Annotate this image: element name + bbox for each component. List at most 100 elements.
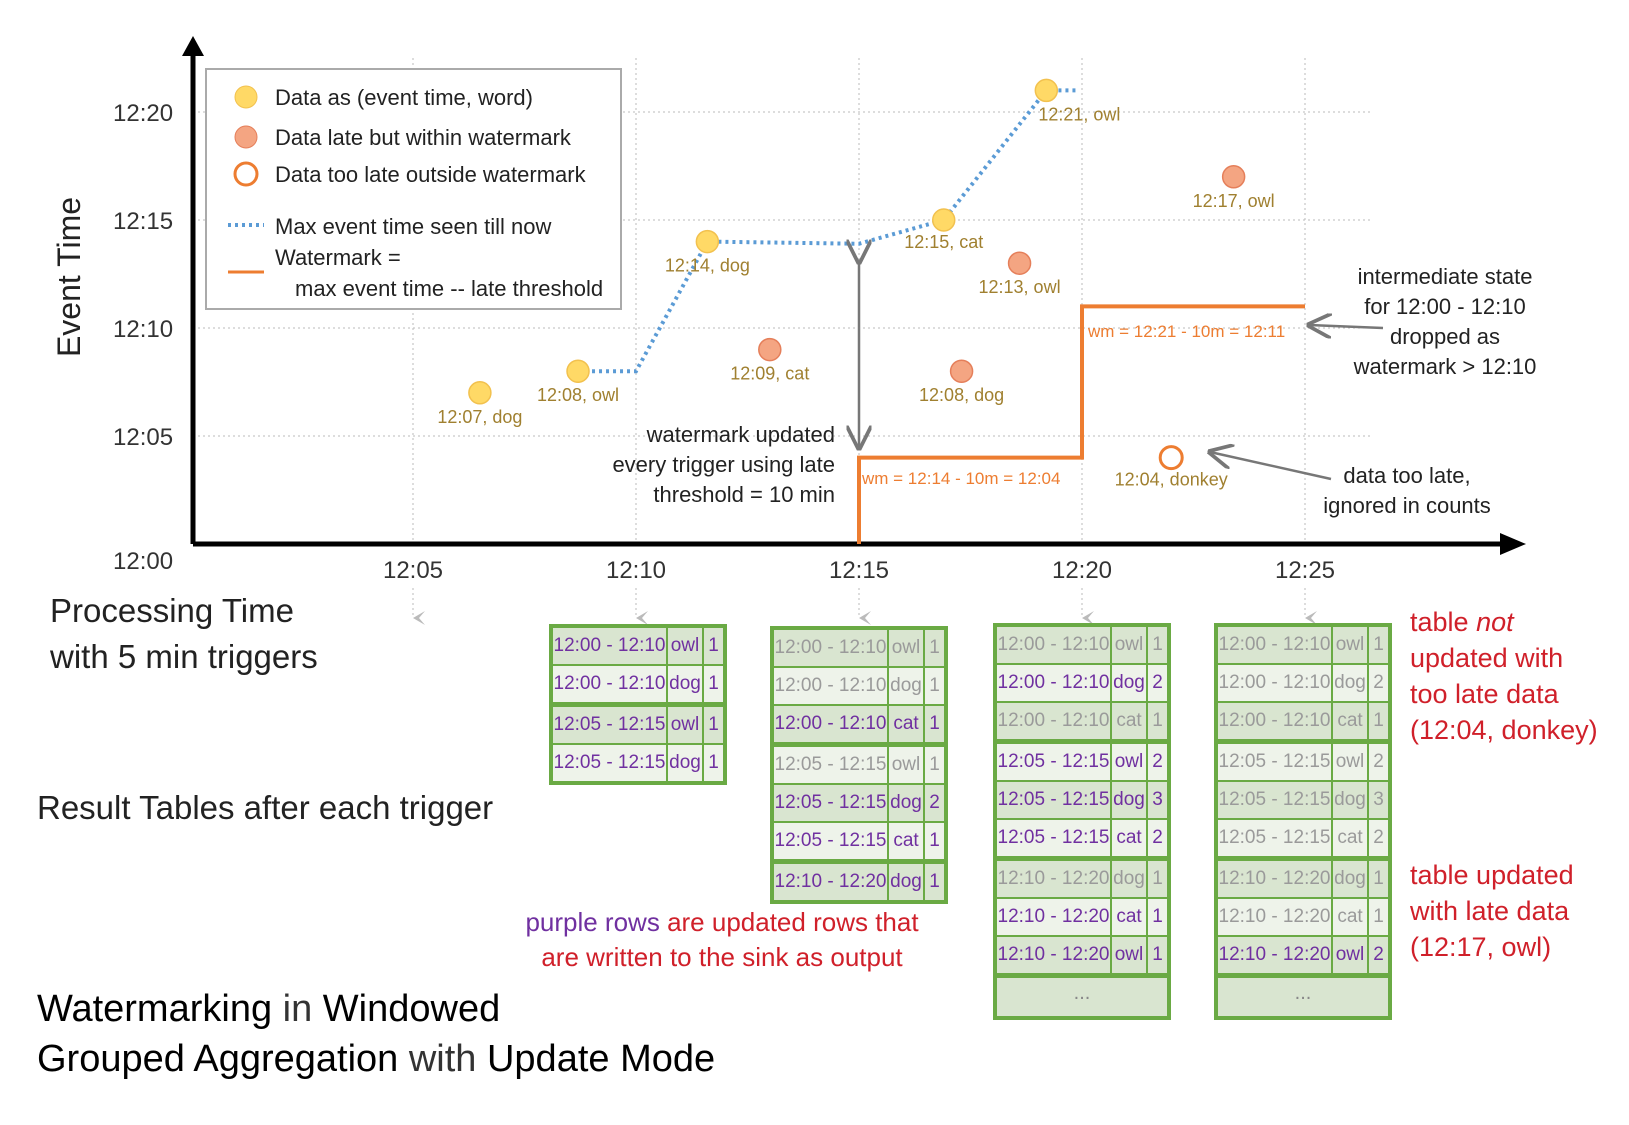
data-point-on_time <box>695 229 720 254</box>
cell-count: 1 <box>704 707 723 743</box>
cell-word: owl <box>889 630 923 666</box>
data-point-late <box>758 337 782 362</box>
unchanged-table-row: 12:10 - 12:20 dog 1 <box>997 861 1167 897</box>
unchanged-table-row: 12:00 - 12:10 dog 2 <box>1218 665 1388 701</box>
y-axis-label: Event Time <box>51 197 87 357</box>
cell-count: 1 <box>925 630 944 666</box>
cell-window: 12:10 - 12:20 <box>997 899 1110 935</box>
updated-table-row: 12:10 - 12:20 dog 1 <box>774 864 944 900</box>
max-event-time-line <box>578 88 1078 374</box>
cell-word: owl <box>1333 627 1367 663</box>
x-tick-label: 12:05 <box>383 557 443 584</box>
annotation-intermediate-state: for 12:00 - 12:10 <box>1364 294 1525 319</box>
annotation-intermediate-state: intermediate state <box>1358 264 1533 289</box>
unchanged-table-row: 12:05 - 12:15 cat 2 <box>1218 820 1388 856</box>
cell-word: cat <box>1333 820 1367 856</box>
cell-count: 2 <box>1369 937 1388 973</box>
cell-count: 3 <box>1369 782 1388 818</box>
note-line-3: too late data <box>1410 679 1559 709</box>
title-watermarking: Watermarking <box>37 988 273 1030</box>
data-point-label: 12:04, donkey <box>1115 470 1228 490</box>
data-point-late <box>1221 165 1246 189</box>
cell-count: 1 <box>1369 861 1388 897</box>
cell-count: 2 <box>1369 820 1388 856</box>
updated-line-1: table updated <box>1410 860 1574 890</box>
cell-window: 12:10 - 12:20 <box>1218 899 1331 935</box>
processing-time-line-2: with 5 min triggers <box>50 638 318 675</box>
cell-word: dog <box>889 785 923 821</box>
processing-time-line-1: Processing Time <box>50 592 294 629</box>
cell-window: 12:05 - 12:15 <box>1218 820 1331 856</box>
unchanged-table-row: 12:05 - 12:15 dog 3 <box>1218 782 1388 818</box>
cell-window: 12:10 - 12:20 <box>997 861 1110 897</box>
note-text-2: are written to the sink as output <box>541 942 903 972</box>
data-point-late <box>1007 251 1032 275</box>
watermark-label-2: wm = 12:21 - 10m = 12:11 <box>1087 322 1285 341</box>
cell-window: 12:05 - 12:15 <box>997 744 1110 780</box>
cell-window: 12:05 - 12:15 <box>774 747 887 783</box>
title-update-mode: Update Mode <box>486 1038 716 1080</box>
cell-window: 12:05 - 12:15 <box>553 745 666 781</box>
unchanged-table-row: 12:00 - 12:10 owl 1 <box>1218 627 1388 663</box>
intermediate-state-arrow <box>1309 325 1384 328</box>
result-table-1225: 12:00 - 12:10 owl 1 12:00 - 12:10 dog 2 12:00 … <box>1214 623 1392 1020</box>
cell-word: owl <box>1112 744 1146 780</box>
unchanged-table-row: 12:00 - 12:10 dog 1 <box>774 668 944 704</box>
updated-table-row: 12:00 - 12:10 owl 1 <box>553 628 723 664</box>
annotation-watermark-updated: every trigger using late <box>612 452 835 477</box>
title-windowed: Windowed <box>322 988 501 1030</box>
unchanged-table-row: 12:10 - 12:20 dog 1 <box>1218 861 1388 897</box>
cell-window: 12:00 - 12:10 <box>1218 703 1331 739</box>
cell-window: 12:00 - 12:10 <box>1218 665 1331 701</box>
purple-rows-text: purple rows <box>525 907 660 937</box>
unchanged-table-row: 12:00 - 12:10 owl 1 <box>774 630 944 666</box>
cell-word: owl <box>668 628 702 664</box>
cell-word: cat <box>1333 899 1367 935</box>
unchanged-table-row: 12:10 - 12:20 cat 1 <box>1218 899 1388 935</box>
cell-word: owl <box>1333 937 1367 973</box>
unchanged-table-row: 12:00 - 12:10 owl 1 <box>997 627 1167 663</box>
cell-word: owl <box>668 707 702 743</box>
cell-window: 12:00 - 12:10 <box>997 665 1110 701</box>
updated-table-row: 12:10 - 12:20 cat 1 <box>997 899 1167 935</box>
cell-window: 12:05 - 12:15 <box>553 707 666 743</box>
data-point-label: 12:08, dog <box>919 385 1004 405</box>
cell-word: dog <box>1333 782 1367 818</box>
unchanged-table-row: 12:05 - 12:15 owl 1 <box>774 747 944 783</box>
legend-on-time-icon <box>234 85 258 109</box>
cell-word: dog <box>1112 861 1146 897</box>
data-point-label: 12:14, dog <box>665 256 750 276</box>
too-late-arrow <box>1210 452 1332 481</box>
legend-label: max event time -- late threshold <box>295 276 603 301</box>
updated-table-row: 12:00 - 12:10 cat 1 <box>774 706 944 742</box>
cell-count: 1 <box>1148 627 1167 663</box>
processing-time-label: Processing Time with 5 min triggers <box>50 588 318 680</box>
cell-count: 1 <box>925 747 944 783</box>
legend-late-icon <box>234 125 258 149</box>
cell-word: cat <box>1112 820 1146 856</box>
cell-window: 12:10 - 12:20 <box>997 937 1110 973</box>
y-tick-label: 12:10 <box>113 316 173 343</box>
updated-table-row: 12:05 - 12:15 cat 2 <box>997 820 1167 856</box>
updated-table-row: 12:05 - 12:15 cat 1 <box>774 823 944 859</box>
cell-word: cat <box>889 823 923 859</box>
not-updated-note: table not updated with too late data (12… <box>1410 604 1598 748</box>
y-tick-label: 12:20 <box>113 100 173 127</box>
cell-window: 12:00 - 12:10 <box>997 703 1110 739</box>
cell-count: 2 <box>1369 665 1388 701</box>
legend-label: Max event time seen till now <box>275 214 551 239</box>
cell-count: 2 <box>925 785 944 821</box>
cell-window: 12:10 - 12:20 <box>1218 937 1331 973</box>
data-point-label: 12:21, owl <box>1038 104 1120 124</box>
result-table-1215: 12:00 - 12:10 owl 1 12:00 - 12:10 dog 1 12:00 … <box>770 626 948 904</box>
cell-word: dog <box>1333 861 1367 897</box>
cell-count: 1 <box>704 666 723 702</box>
data-point-on_time <box>468 381 492 405</box>
cell-word: cat <box>1333 703 1367 739</box>
data-point-label: 12:08, owl <box>537 385 619 405</box>
result-tables-label: Result Tables after each trigger <box>37 789 494 826</box>
cell-word: owl <box>1333 744 1367 780</box>
updated-table-row: 12:10 - 12:20 owl 1 <box>997 937 1167 973</box>
cell-window: 12:10 - 12:20 <box>774 864 887 900</box>
data-point-label: 12:15, cat <box>904 232 983 252</box>
